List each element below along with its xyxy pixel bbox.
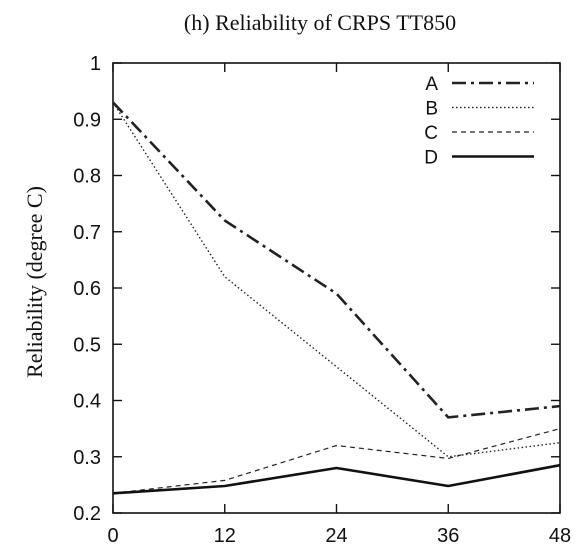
- series-line-d: [112, 463, 561, 495]
- series-lines: [112, 101, 561, 495]
- legend-label-d: D: [424, 148, 438, 169]
- series-line-a: [112, 101, 561, 419]
- x-tick-label: 36: [437, 525, 459, 547]
- y-tick-label: 0.4: [73, 391, 101, 413]
- y-tick-label: 0.6: [73, 278, 101, 300]
- y-tick-label: 0.7: [73, 222, 101, 244]
- x-tick-label: 48: [549, 525, 571, 547]
- y-tick-label: 0.5: [73, 334, 101, 356]
- axis-ticks: 0.2 0.3 0.4 0.5 0.6 0.7 0.8 0.9 1 0 12 24 36 48: [73, 53, 571, 547]
- x-tick-label: 24: [325, 525, 347, 547]
- legend-label-c: C: [424, 123, 438, 144]
- y-tick-label: 0.8: [73, 166, 101, 188]
- series-line-c: [112, 428, 561, 494]
- y-tick-label: 0.2: [73, 503, 101, 525]
- y-axis-label: Reliability (degree C): [22, 186, 47, 378]
- y-tick-label: 0.3: [73, 447, 101, 469]
- chart-title: (h) Reliability of CRPS TT850: [184, 10, 456, 35]
- x-tick-label: 12: [214, 525, 236, 547]
- y-tick-label: 0.9: [73, 109, 101, 131]
- legend-label-a: A: [425, 74, 438, 95]
- y-tick-label: 1: [90, 53, 101, 75]
- legend-label-b: B: [425, 99, 438, 120]
- x-tick-label: 0: [107, 525, 118, 547]
